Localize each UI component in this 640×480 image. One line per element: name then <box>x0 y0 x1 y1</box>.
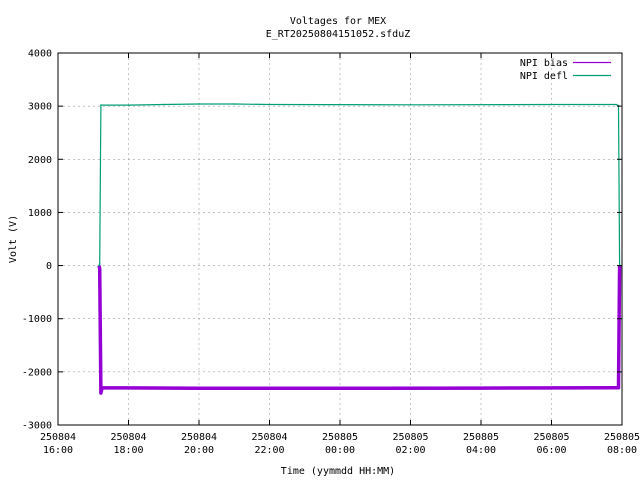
series-point <box>100 104 102 106</box>
series-point <box>163 103 165 106</box>
series-point <box>550 103 553 106</box>
series-point <box>98 264 100 267</box>
y-tick-label: 0 <box>46 261 52 272</box>
series-point <box>615 387 617 389</box>
legend: NPI bias NPI defl <box>520 58 611 82</box>
series-layer <box>97 103 622 395</box>
x-tick-time-label: 08:00 <box>607 445 637 456</box>
x-tick-date-label: 250805 <box>322 432 358 443</box>
series-point <box>98 263 101 265</box>
tick-layer: -3000 -2000 -1000 0 1000 2000 3000 4000 250804 16… <box>22 49 640 457</box>
x-tick-time-label: 18:00 <box>113 445 143 456</box>
series-point <box>268 103 271 106</box>
y-axis-label: Volt (V) <box>8 215 19 263</box>
x-tick-time-label: 00:00 <box>325 445 355 456</box>
y-tick-label: 1000 <box>28 208 52 219</box>
series-point <box>617 387 620 389</box>
series-point <box>101 387 103 389</box>
chart-subtitle: E_RT20250804151052.sfduZ <box>266 29 411 40</box>
series-point <box>198 103 200 105</box>
x-tick-time-label: 20:00 <box>184 445 214 456</box>
series-point <box>100 392 102 394</box>
x-axis-label: Time (yymmdd HH:MM) <box>281 466 395 477</box>
x-tick-date-label: 250804 <box>40 432 76 443</box>
chart-title: Voltages for MEX <box>290 16 386 27</box>
x-tick-time-label: 16:00 <box>43 445 73 456</box>
series-point <box>409 104 412 106</box>
y-tick-label: 2000 <box>28 155 52 166</box>
series-point <box>127 104 130 106</box>
legend-label: NPI bias <box>520 58 568 69</box>
x-tick-time-label: 02:00 <box>395 445 425 456</box>
x-tick-time-label: 22:00 <box>254 445 284 456</box>
x-tick-time-label: 06:00 <box>536 445 566 456</box>
x-tick-date-label: 250805 <box>604 432 640 443</box>
series-point <box>615 103 617 106</box>
series-line-npi-defl <box>98 103 621 266</box>
y-tick-label: -2000 <box>22 367 52 378</box>
series-point <box>98 268 101 270</box>
y-tick-label: 3000 <box>28 102 52 113</box>
series-point <box>198 387 200 390</box>
x-tick-time-label: 04:00 <box>466 445 496 456</box>
x-tick-date-label: 250804 <box>251 432 287 443</box>
y-tick-label: 4000 <box>28 49 52 60</box>
y-tick-label: -1000 <box>22 314 52 325</box>
y-tick-label: -3000 <box>22 421 52 432</box>
series-line-npi-bias <box>97 265 622 395</box>
series-point <box>339 387 341 390</box>
x-tick-date-label: 250805 <box>533 432 569 443</box>
series-point <box>480 387 482 389</box>
x-tick-date-label: 250805 <box>463 432 499 443</box>
x-tick-date-label: 250804 <box>181 432 217 443</box>
x-tick-date-label: 250805 <box>392 432 428 443</box>
legend-label: NPI defl <box>520 71 568 82</box>
grid-layer <box>58 53 622 425</box>
series-point <box>233 103 236 105</box>
x-tick-date-label: 250804 <box>110 432 146 443</box>
